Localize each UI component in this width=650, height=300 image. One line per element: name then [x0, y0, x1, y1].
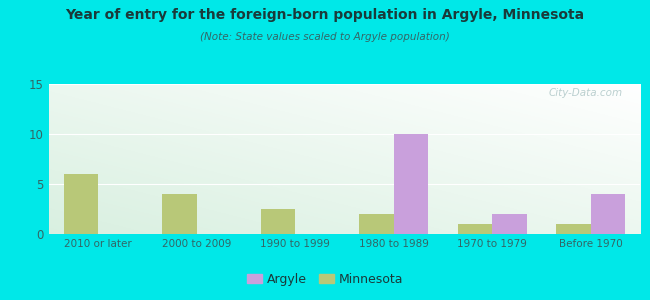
Legend: Argyle, Minnesota: Argyle, Minnesota — [242, 268, 408, 291]
Bar — [64, 174, 98, 234]
Text: Year of entry for the foreign-born population in Argyle, Minnesota: Year of entry for the foreign-born popul… — [66, 8, 584, 22]
Bar — [591, 194, 625, 234]
Bar — [162, 194, 196, 234]
Bar — [458, 224, 493, 234]
Bar — [556, 224, 591, 234]
Bar — [359, 214, 394, 234]
Bar — [261, 209, 295, 234]
Bar — [493, 214, 527, 234]
Text: (Note: State values scaled to Argyle population): (Note: State values scaled to Argyle pop… — [200, 32, 450, 41]
Text: City-Data.com: City-Data.com — [549, 88, 623, 98]
Bar — [394, 134, 428, 234]
